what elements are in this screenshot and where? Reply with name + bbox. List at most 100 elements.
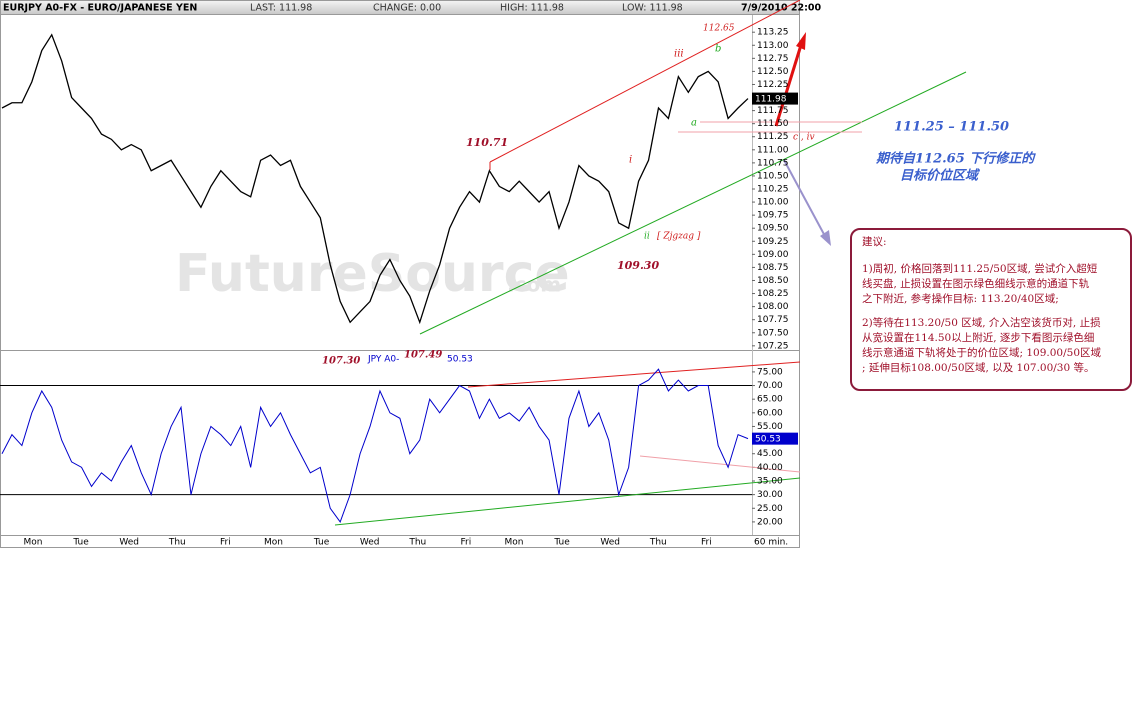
last-value-label: 50.53 bbox=[755, 435, 781, 445]
annotations: 112.65 iii b a 110.71 i c , iv ii [ Zjgz… bbox=[322, 24, 1036, 367]
note-line: ; 延伸目标108.00/50区域, 以及 107.00/30 等。 bbox=[862, 362, 1095, 374]
annotation: 目标价位区域 bbox=[900, 168, 980, 184]
y-tick-label: 110.50 bbox=[757, 171, 789, 181]
y-tick-label: 112.25 bbox=[757, 80, 789, 90]
y-tick-label: 75.00 bbox=[757, 367, 783, 377]
note-line: 线买盘, 止损设置在图示绿色细线示意的通道下轨 bbox=[862, 278, 1090, 290]
x-tick-label: Tue bbox=[72, 538, 89, 548]
note-line: 线示意通道下轨将处于的价位区域; 109.00/50区域 bbox=[862, 347, 1102, 359]
x-tick-label: Tue bbox=[553, 538, 570, 548]
x-tick-label: Wed bbox=[360, 538, 380, 548]
change: CHANGE: 0.00 bbox=[373, 3, 441, 14]
y-tick-label: 109.00 bbox=[757, 250, 789, 260]
trendlines bbox=[334, 0, 967, 526]
y-tick-label: 108.25 bbox=[757, 289, 789, 299]
indicator-line bbox=[639, 455, 801, 473]
y-tick-label: 60.00 bbox=[757, 408, 783, 418]
watermark: .com bbox=[507, 273, 561, 297]
y-tick-label: 112.50 bbox=[757, 67, 789, 77]
y-tick-label: 107.75 bbox=[757, 315, 789, 325]
channel-lower bbox=[419, 71, 967, 335]
annotation: c , iv bbox=[793, 133, 815, 143]
x-tick-label: Mon bbox=[24, 538, 43, 548]
x-tick-label: Thu bbox=[649, 538, 667, 548]
note-line: 之下附近, 参考操作目标: 113.20/40区域; bbox=[862, 293, 1059, 305]
note-title: 建议: bbox=[862, 236, 887, 248]
x-tick-label: Mon bbox=[264, 538, 283, 548]
y-tick-label: 109.25 bbox=[757, 237, 789, 247]
x-tick-label: Wed bbox=[600, 538, 620, 548]
note-line: 2)等待在113.20/50 区域, 介入沽空该货币对, 止损 bbox=[862, 317, 1101, 329]
data-line bbox=[1, 33, 749, 325]
y-tick-label: 110.25 bbox=[757, 185, 789, 195]
x-tick-label: Fri bbox=[461, 538, 472, 548]
last-value-label: 111.98 bbox=[755, 95, 787, 105]
y-tick-label: 111.50 bbox=[757, 119, 789, 129]
datetime: 7/9/2010 22:00 bbox=[741, 3, 822, 14]
indicator-name: JPY A0- bbox=[367, 355, 399, 365]
y-tick-label: 40.00 bbox=[757, 463, 783, 473]
header: EURJPY A0-FX - EURO/JAPANESE YEN LAST: 1… bbox=[3, 3, 822, 14]
data-line bbox=[1, 368, 749, 523]
y-tick-label: 107.25 bbox=[757, 341, 789, 351]
y-tick-label: 25.00 bbox=[757, 504, 783, 514]
indicator-value: 50.53 bbox=[447, 355, 473, 365]
annotation: 期待自112.65 下行修正的 bbox=[875, 151, 1036, 167]
y-tick-label: 111.25 bbox=[757, 132, 789, 142]
annotation: b bbox=[715, 44, 721, 55]
annotation: 107.30 bbox=[322, 356, 360, 367]
y-tick-label: 20.00 bbox=[757, 517, 783, 527]
x-tick-label: Thu bbox=[408, 538, 426, 548]
y-tick-label: 110.75 bbox=[757, 158, 789, 168]
annotation: a bbox=[691, 118, 697, 129]
y-tick-label: 108.75 bbox=[757, 263, 789, 273]
x-tick-label: Thu bbox=[168, 538, 186, 548]
indicator-upper bbox=[467, 361, 801, 388]
last: LAST: 111.98 bbox=[250, 3, 312, 14]
y-tick-label: 108.00 bbox=[757, 302, 789, 312]
arrow-up bbox=[774, 44, 803, 127]
y-tick-label: 111.00 bbox=[757, 145, 789, 155]
y-tick-label: 107.50 bbox=[757, 328, 789, 338]
x-tick-label: Wed bbox=[119, 538, 139, 548]
note-line: 从宽设置在114.50以上附近, 逐步下看图示绿色细 bbox=[862, 332, 1095, 344]
annotation: [ Zjgzag ] bbox=[657, 232, 701, 242]
last-value-tag bbox=[752, 432, 798, 445]
x-tick-label: Fri bbox=[220, 538, 231, 548]
high: HIGH: 111.98 bbox=[500, 3, 564, 14]
annotation: 112.65 bbox=[703, 24, 735, 34]
indicator-lower bbox=[334, 477, 801, 526]
y-tick-label: 70.00 bbox=[757, 381, 783, 391]
y-tick-label: 65.00 bbox=[757, 395, 783, 405]
y-tick-label: 55.00 bbox=[757, 422, 783, 432]
y-tick-label: 109.50 bbox=[757, 224, 789, 234]
annotation: 110.71 bbox=[466, 136, 508, 149]
x-tick-label: Mon bbox=[505, 538, 524, 548]
y-tick-label: 109.75 bbox=[757, 211, 789, 221]
note-line: 1)周初, 价格回落到111.25/50区域, 尝试介入超短 bbox=[862, 263, 1098, 275]
last-value-tag bbox=[752, 92, 798, 105]
y-tick-label: 35.00 bbox=[757, 477, 783, 487]
annotation: 109.30 bbox=[617, 259, 659, 272]
note-paragraph: 2)等待在113.20/50 区域, 介入沽空该货币对, 止损 从宽设置在114.… bbox=[862, 316, 1120, 376]
annotation: ii bbox=[644, 232, 650, 242]
low: LOW: 111.98 bbox=[622, 3, 683, 14]
symbol: EURJPY A0-FX - EURO/JAPANESE YEN bbox=[3, 3, 197, 14]
chart-frame bbox=[0, 0, 800, 548]
annotation: 111.25 – 111.50 bbox=[894, 120, 1009, 135]
arrow-head bbox=[820, 230, 831, 246]
y-tick-label: 108.50 bbox=[757, 276, 789, 286]
annotation: 107.49 bbox=[404, 350, 442, 361]
x-tick-label: Tue bbox=[313, 538, 330, 548]
y-tick-label: 112.75 bbox=[757, 54, 789, 64]
note-box: 建议: 1)周初, 价格回落到111.25/50区域, 尝试介入超短 线买盘, 止… bbox=[850, 228, 1132, 391]
y-tick-label: 111.75 bbox=[757, 106, 789, 116]
annotation: i bbox=[629, 155, 632, 166]
annotation: iii bbox=[674, 49, 684, 60]
arrow-head bbox=[796, 32, 806, 50]
y-tick-label: 30.00 bbox=[757, 490, 783, 500]
arrow-down bbox=[783, 159, 827, 239]
x-tick-label: Fri bbox=[701, 538, 712, 548]
y-tick-label: 45.00 bbox=[757, 449, 783, 459]
